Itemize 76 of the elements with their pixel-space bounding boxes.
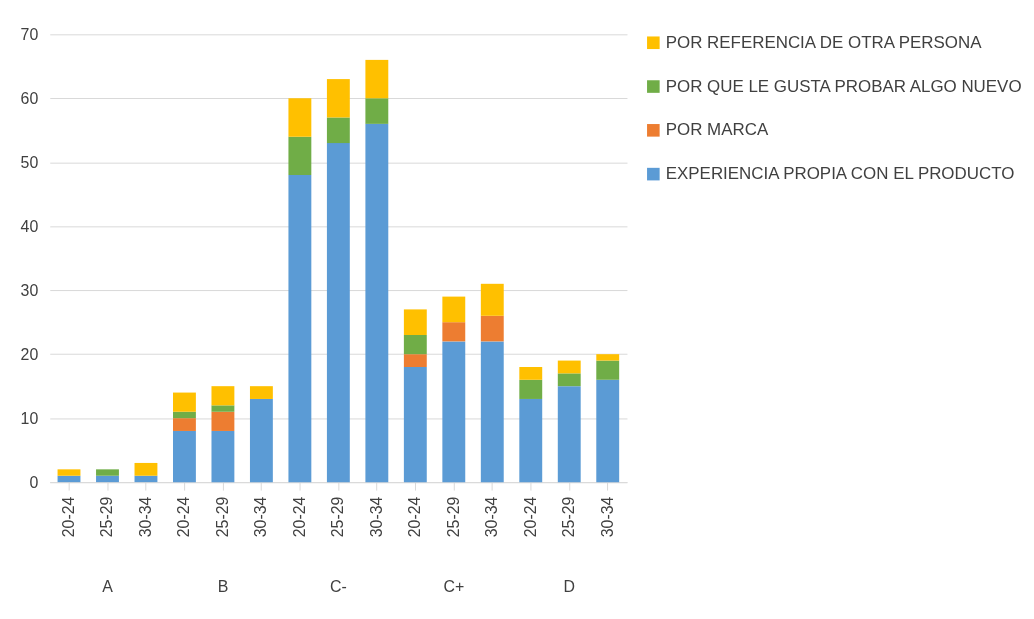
bar [596,379,620,483]
x-tick-label: 25-29 [213,496,231,538]
x-tick-label: 25-29 [560,496,578,538]
y-tick-label: 10 [20,409,39,427]
bar [480,341,504,483]
bar [596,354,620,361]
legend-label: POR MARCA [665,120,769,140]
bar [173,392,196,412]
bar [596,360,620,380]
legend-label: POR REFERENCIA DE OTRA PERSONA [665,32,983,52]
bar [57,469,81,476]
bar [288,175,312,483]
x-tick-label: 30-34 [367,496,385,538]
x-tick-label: 30-34 [136,496,154,538]
y-tick-label: 70 [20,25,39,43]
y-tick-label: 0 [29,473,39,491]
x-tick-label: 20-24 [59,496,77,538]
bar [403,309,427,335]
bar [134,475,158,483]
bar [96,469,119,476]
x-tick-label: 30-34 [483,496,501,538]
bar [173,418,196,431]
bar [249,386,273,399]
text: D [563,577,575,595]
bar [442,296,466,323]
bar [211,386,235,406]
bar [519,379,543,399]
bar [403,366,427,483]
y-tick-label: 40 [20,217,39,235]
text: C+ [443,577,465,595]
bar [326,79,350,118]
bar [557,386,581,483]
y-tick-label: 50 [20,153,39,171]
bar [326,117,350,144]
bar [403,354,427,367]
text: A [102,577,114,595]
bar [288,98,312,137]
text: B [217,577,229,595]
x-tick-label: 20-24 [406,496,424,538]
bar [211,430,235,483]
bar [442,341,466,483]
text: C- [329,577,347,595]
bar [211,405,235,412]
bar [557,360,581,374]
bar [134,462,158,476]
bar [519,398,543,483]
legend-label: EXPERIENCIA PROPIA CON EL PRODUCTO [665,164,1015,184]
y-tick-label: 30 [20,281,39,299]
bar [326,143,350,483]
x-tick-label: 20-24 [175,496,193,538]
bar [173,411,196,419]
bar [480,315,504,342]
y-tick-label: 20 [20,345,39,363]
bar [173,430,196,483]
bar [96,475,119,483]
bar [365,98,389,124]
bar [365,123,389,483]
bar [288,136,312,176]
x-tick-label: 30-34 [252,496,270,538]
x-tick-label: 25-29 [98,496,116,538]
bar [519,366,543,380]
legend-label: POR QUE LE GUSTA PROBAR ALGO NUEVO [665,76,1022,96]
bar [249,398,273,483]
bar [57,475,81,483]
x-tick-label: 20-24 [290,496,308,538]
y-tick-label: 60 [20,89,39,107]
bar [211,411,235,431]
x-tick-label: 25-29 [444,496,462,538]
x-tick-label: 20-24 [521,496,539,538]
x-tick-label: 30-34 [598,496,616,538]
bar [557,373,581,387]
bar [365,59,389,99]
x-tick-label: 25-29 [329,496,347,538]
bar [442,322,466,342]
bar [403,334,427,355]
bar [480,283,504,316]
